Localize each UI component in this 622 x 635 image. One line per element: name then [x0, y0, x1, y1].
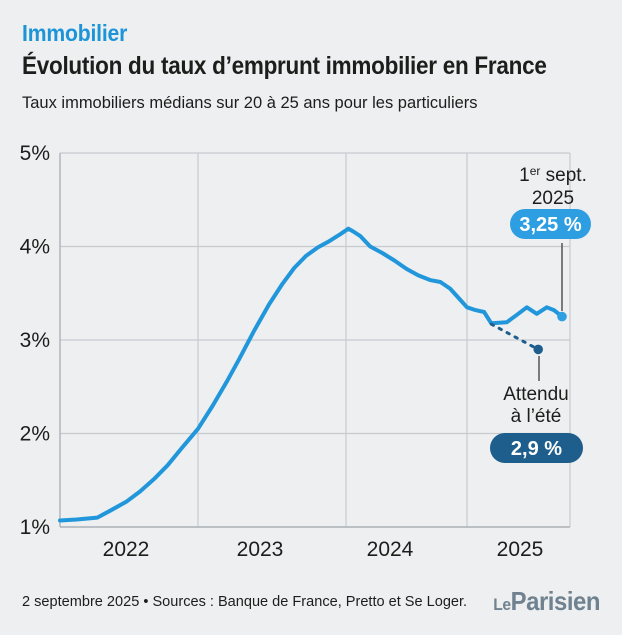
- actual-end-dot: [557, 311, 567, 322]
- annotation-expected: Attendu à l’été 2,9 %: [490, 356, 583, 463]
- annotation-actual: 1er sept. 2025 3,25 %: [510, 164, 591, 311]
- badge-expected-value: 2,9 %: [511, 438, 562, 460]
- annotation-actual-date-line1: 1er sept.: [519, 164, 587, 186]
- x-tick-label: 2025: [497, 538, 544, 561]
- y-tick-label: 2%: [20, 423, 50, 446]
- logo-le: Le: [493, 595, 511, 614]
- page-title: Évolution du taux d’emprunt immobilier e…: [22, 52, 547, 80]
- logo-parisien: Parisien: [510, 586, 601, 616]
- expected-rate-line: [489, 322, 540, 351]
- le-parisien-logo: LeParisien: [493, 586, 600, 617]
- badge-actual-pill: [510, 209, 591, 239]
- y-tick-label: 5%: [20, 142, 50, 165]
- badge-expected-pill: [490, 433, 583, 463]
- chart-subtitle: Taux immobiliers médians sur 20 à 25 ans…: [22, 93, 478, 112]
- chart-grid: 5% 4% 3% 2% 1% 2022 2023 2024 2025: [20, 142, 571, 561]
- header: Immobilier Évolution du taux d’emprunt i…: [22, 20, 605, 113]
- x-tick-label: 2023: [237, 538, 284, 561]
- x-tick-label: 2024: [367, 538, 414, 561]
- y-tick-label: 3%: [20, 329, 50, 352]
- chart-series: [58, 226, 567, 523]
- annotation-actual-date-line2: 2025: [532, 188, 574, 209]
- x-tick-label: 2022: [103, 538, 150, 561]
- y-tick-label: 4%: [20, 236, 50, 259]
- actual-rate-line: [58, 226, 564, 523]
- annotation-expected-line2: à l’été: [511, 406, 562, 427]
- expected-end-dot: [533, 344, 543, 355]
- source-line: 2 septembre 2025 • Sources : Banque de F…: [22, 593, 468, 610]
- badge-actual-value: 3,25 %: [519, 214, 581, 236]
- y-tick-label: 1%: [20, 516, 50, 539]
- section-kicker: Immobilier: [22, 20, 128, 46]
- annotation-expected-line1: Attendu: [503, 384, 569, 405]
